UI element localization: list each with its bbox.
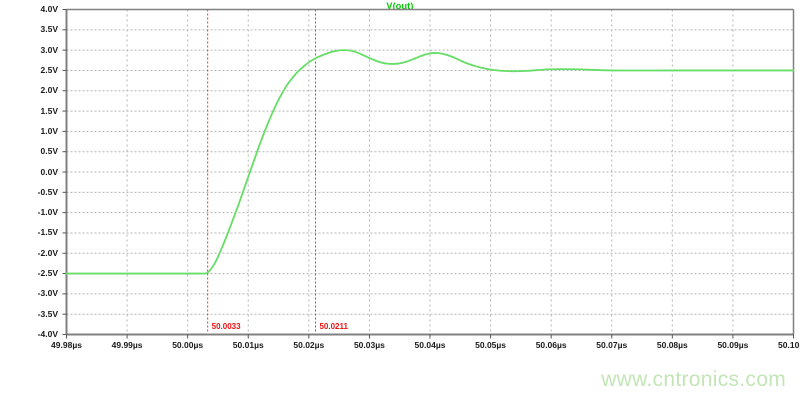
x-axis-label: 50.08µs: [656, 339, 688, 350]
y-axis-label: 1.5V: [40, 105, 59, 116]
y-axis-label: 2.5V: [40, 64, 59, 75]
y-axis-label: 0.0V: [40, 166, 59, 177]
waveform-trace: [65, 49, 795, 275]
y-axis-label: 3.5V: [40, 24, 59, 35]
y-axis-label: 2.0V: [40, 85, 59, 96]
y-axis-label: -2.0V: [37, 247, 58, 258]
plot-title: V(out): [386, 1, 414, 11]
y-axis-label: -4.0V: [37, 329, 58, 339]
x-axis-label: 49.98µs: [51, 339, 82, 350]
y-axis-label: -3.5V: [37, 308, 58, 319]
y-axis-label: 3.0V: [40, 44, 59, 55]
y-axis-label: 4.0V: [40, 4, 59, 14]
x-axis-label: 50.06µs: [535, 339, 567, 350]
y-axis-label: -2.5V: [37, 268, 58, 279]
watermark: www.cntronics.com: [601, 368, 786, 391]
x-axis-label: 49.99µs: [111, 339, 143, 350]
x-axis-label: 50.10µs: [778, 339, 800, 350]
x-axis-label: 50.07µs: [596, 339, 628, 350]
x-axis-label: 50.02µs: [293, 339, 325, 350]
y-axis-label: 1.0V: [40, 125, 59, 136]
x-axis-label: 50.01µs: [232, 339, 264, 350]
y-axis-label: -3.0V: [37, 288, 58, 299]
cursor-value-label: 50.0033: [211, 321, 241, 331]
x-axis-label: 50.04µs: [414, 339, 446, 350]
y-axis-label: -1.0V: [37, 207, 58, 218]
cursor-value-label: 50.0211: [319, 321, 348, 331]
x-axis-label: 50.09µs: [717, 339, 749, 350]
x-axis-label: 50.00µs: [172, 339, 204, 350]
x-axis-label: 50.03µs: [353, 339, 385, 350]
y-axis-label: -1.5V: [37, 227, 58, 238]
y-axis-label: 0.5V: [40, 146, 59, 157]
x-axis-label: 50.05µs: [475, 339, 507, 350]
y-axis-label: -0.5V: [37, 186, 58, 197]
